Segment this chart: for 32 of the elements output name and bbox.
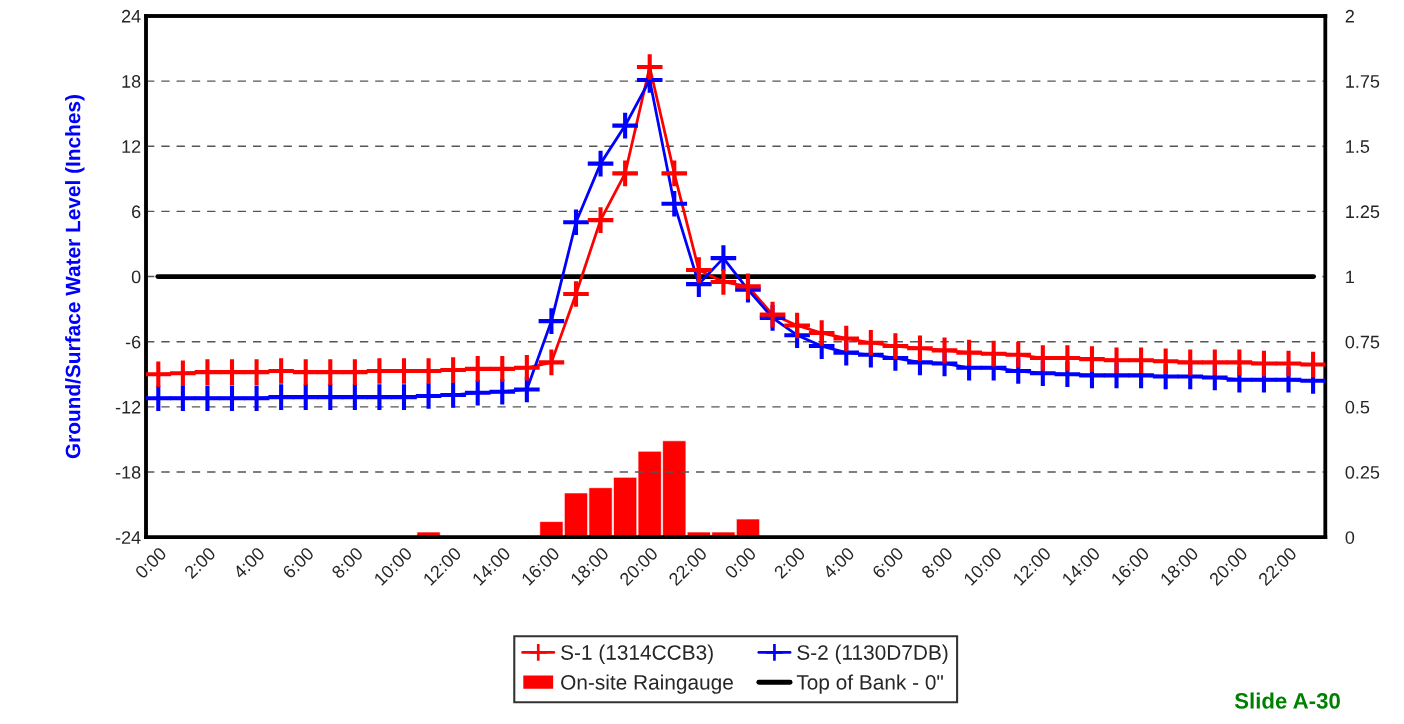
text: Slide A-30	[1234, 692, 1340, 709]
y-tick-label: -24	[115, 531, 141, 544]
y-tick-label: 18	[122, 75, 141, 88]
y-tick-label: -18	[115, 465, 141, 479]
x-tick-label: 8:00	[920, 546, 954, 580]
y2-tick-label: 1.5	[1346, 140, 1370, 153]
legend-label: S-2 (1130D7DB)	[797, 644, 948, 664]
y-tick-label: 12	[122, 140, 141, 153]
y2-tick-label: 0	[1345, 531, 1355, 544]
y2-tick-label: 1.25	[1346, 205, 1380, 219]
x-tick-label: 4:00	[232, 546, 266, 580]
y2-tick-label: 0.25	[1345, 465, 1380, 479]
legend-label: Top of Bank - 0"	[796, 674, 943, 694]
x-tick-label: 6:00	[281, 546, 315, 580]
y2-tick-label: 0.5	[1345, 400, 1370, 414]
y-tick-label: 6	[132, 205, 141, 219]
y-tick-label: 0	[131, 270, 141, 284]
x-tick-label: 0:00	[723, 546, 757, 580]
y2-tick-label: 1	[1346, 270, 1354, 284]
y2-tick-label: 0.75	[1345, 335, 1380, 349]
y-tick-label: -6	[125, 335, 141, 349]
x-tick-label: 8:00	[330, 546, 364, 580]
y2-tick-label: 1.75	[1346, 75, 1380, 88]
x-tick-label: 6:00	[871, 546, 905, 580]
x-tick-label: 4:00	[822, 546, 856, 580]
x-tick-label: 0:00	[134, 546, 168, 580]
y2-tick-label: 2	[1345, 9, 1354, 23]
legend-label: On-site Raingauge	[561, 674, 733, 694]
y-axis-title: Ground/Surface Water Level (Inches)	[65, 95, 85, 459]
legend-label: S-1 (1314CCB3)	[561, 644, 713, 664]
y-tick-label: 24	[121, 9, 141, 23]
y-tick-label: -12	[115, 400, 141, 414]
